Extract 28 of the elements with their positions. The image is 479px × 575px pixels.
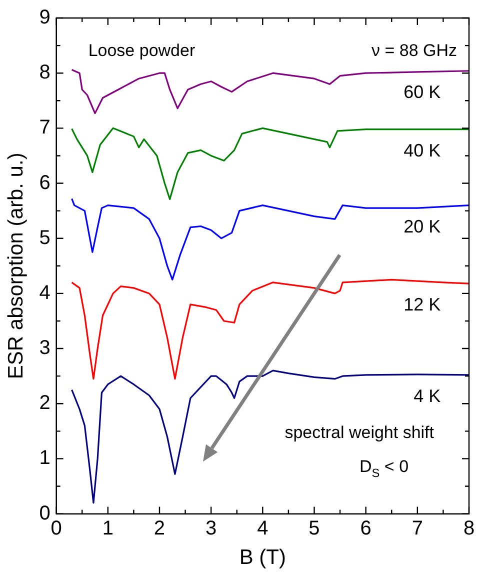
series-label: 60 K	[404, 82, 441, 102]
x-tick-label: 7	[412, 517, 423, 540]
x-tick-label: 2	[154, 517, 166, 540]
annotation: ν = 88 GHz	[371, 41, 458, 60]
y-tick-label: 6	[39, 172, 50, 194]
annotation: Loose powder	[88, 41, 196, 60]
x-tick-label: 1	[102, 517, 114, 540]
y-tick-label: 5	[39, 226, 50, 249]
y-tick-label: 7	[39, 116, 50, 139]
annotation: spectral weight shift	[284, 422, 434, 442]
x-tick-label: 5	[308, 517, 320, 540]
y-tick-label: 8	[39, 62, 50, 84]
series-label: 4 K	[414, 386, 441, 406]
y-tick-label: 4	[39, 282, 50, 304]
y-tick-label: 2	[39, 392, 50, 414]
y-tick-label: 9	[39, 6, 50, 29]
series-label: 20 K	[404, 216, 441, 236]
y-tick-label: 1	[39, 447, 50, 470]
y-axis-title: ESR absorption (arb. u.)	[4, 152, 28, 380]
y-tick-label: 0	[39, 502, 50, 524]
x-axis-title: B (T)	[239, 546, 286, 570]
y-tick-label: 3	[39, 337, 50, 360]
series-label: 40 K	[404, 140, 441, 160]
x-tick-label: 3	[206, 517, 217, 540]
series-label: 12 K	[404, 294, 441, 315]
x-tick-label: 8	[463, 517, 475, 540]
x-tick-label: 4	[257, 517, 268, 540]
x-tick-label: 6	[360, 517, 372, 540]
